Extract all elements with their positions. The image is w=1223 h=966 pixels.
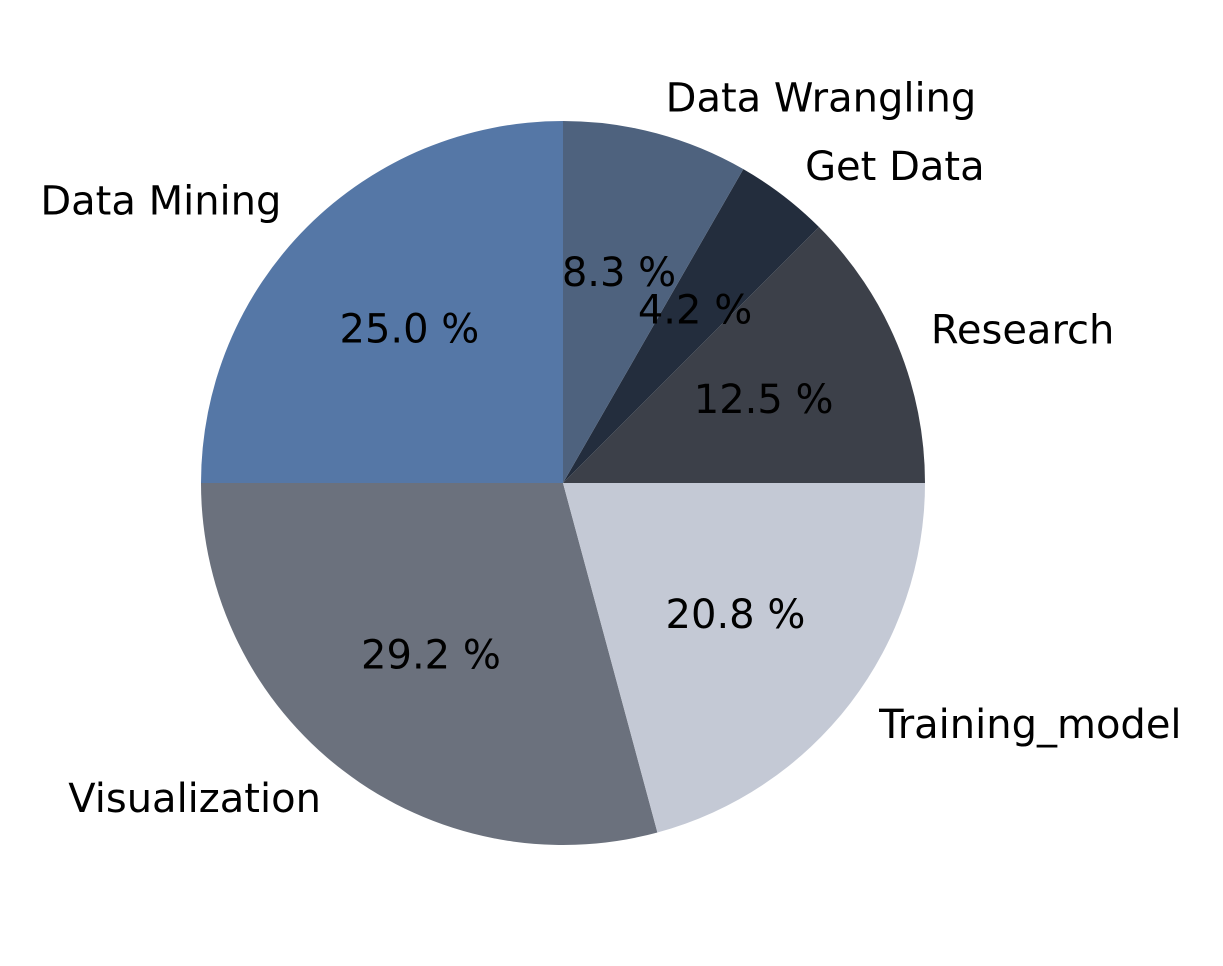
pie-slice-research: [563, 227, 925, 483]
percent-label-visualization: 29.2 %: [361, 632, 501, 678]
pie-outer-labels: Data Mining Visualization Training_model Re…: [40, 75, 1181, 822]
pie-percent-labels: 25.0 % 29.2 % 20.8 % 12.5 % 4.2 %8.3 %: [340, 250, 834, 678]
percent-label-data-mining: 25.0 %: [340, 306, 480, 352]
pie-slice-training-model: [563, 483, 926, 833]
pie-slice-get-data: [563, 169, 819, 483]
slice-label-training-model: Training_model: [878, 702, 1181, 748]
percent-label-data-wrangling: 8.3 %: [562, 250, 676, 296]
slice-label-research: Research: [931, 308, 1114, 354]
pie-slices: [201, 121, 926, 846]
slice-label-get-data: Get Data: [805, 144, 985, 190]
percent-label-training-model: 20.8 %: [666, 592, 806, 638]
slice-label-data-wrangling: Data Wrangling: [666, 75, 977, 121]
slice-label-visualization: Visualization: [68, 776, 321, 822]
percent-label-get-data: 4.2 %: [638, 288, 752, 334]
pie-slice-data-wrangling: [563, 121, 744, 483]
pie-slice-data-mining: [201, 121, 563, 483]
pie-slice-visualization: [201, 483, 658, 846]
slice-label-data-mining: Data Mining: [40, 178, 281, 224]
percent-label-research: 12.5 %: [694, 377, 834, 423]
